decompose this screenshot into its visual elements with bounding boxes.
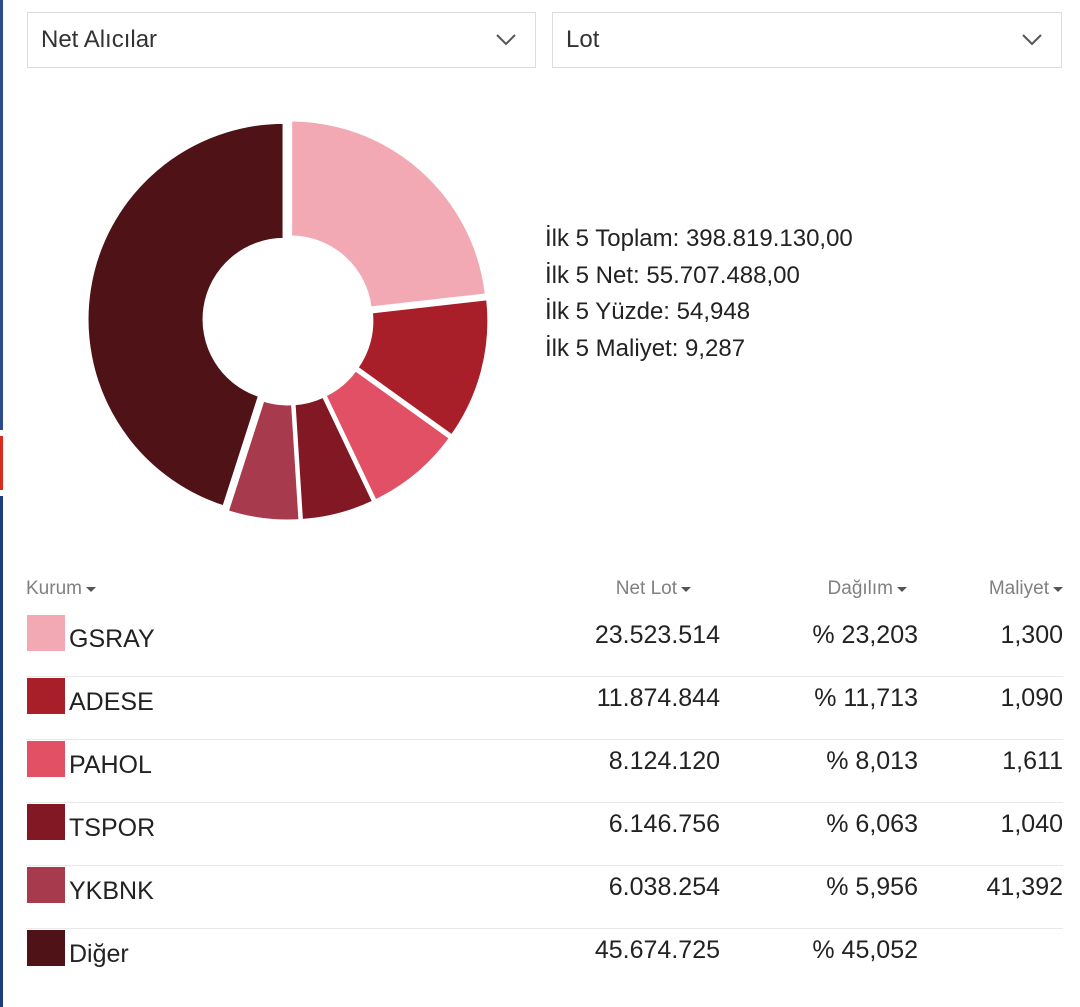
row-maliyet: 1,090 (1000, 684, 1063, 712)
column-header-label: Maliyet (988, 578, 1049, 599)
row-dagilim: % 45,052 (812, 936, 918, 964)
table-row: YKBNK 6.038.254 % 5,956 41,392 (26, 865, 1063, 929)
unit-select[interactable]: Lot (552, 12, 1062, 68)
donut-slice-tspor[interactable] (292, 394, 376, 522)
chevron-down-icon (1022, 34, 1042, 46)
donut-slice-ykbnk[interactable] (225, 398, 302, 523)
color-swatch (27, 678, 65, 714)
donut-slice-gsray[interactable] (289, 118, 488, 310)
summary-total: İlk 5 Toplam: 398.819.130,00 (545, 225, 853, 252)
row-dagilim: % 11,713 (814, 684, 918, 712)
row-maliyet: 1,040 (1000, 810, 1063, 838)
unit-select-value: Lot (566, 26, 600, 53)
sort-caret-icon (897, 586, 907, 592)
table-row: ADESE 11.874.844 % 11,713 1,090 (26, 676, 1063, 740)
row-dagilim: % 5,956 (826, 873, 918, 901)
chevron-down-icon (496, 34, 516, 46)
color-swatch (27, 804, 65, 840)
row-net-lot: 6.038.254 (608, 873, 720, 901)
summary-percent: İlk 5 Yüzde: 54,948 (545, 298, 751, 326)
column-header-dagilim[interactable]: Dağılım (828, 578, 907, 600)
row-name: TSPOR (69, 814, 156, 842)
table-row: PAHOL 8.124.120 % 8,013 1,611 (26, 739, 1063, 803)
row-name: Diğer (69, 940, 129, 968)
row-maliyet: 1,611 (1002, 747, 1063, 775)
color-swatch (27, 615, 65, 651)
table-row: TSPOR 6.146.756 % 6,063 1,040 (26, 802, 1063, 866)
row-name: PAHOL (69, 751, 152, 779)
donut-slice-diğer[interactable] (85, 120, 286, 509)
table-row: Diğer 45.674.725 % 45,052 (26, 928, 1063, 991)
page-edge-top (0, 0, 3, 430)
row-net-lot: 23.523.514 (594, 621, 720, 649)
summary-net: İlk 5 Net: 55.707.488,00 (545, 261, 800, 289)
sort-caret-icon (1053, 586, 1063, 592)
column-header-label: Net Lot (615, 578, 677, 599)
row-net-lot: 11.874.844 (596, 684, 720, 712)
donut-slice-pahol[interactable] (323, 368, 453, 503)
row-net-lot: 6.146.756 (608, 810, 720, 838)
row-name: ADESE (69, 688, 154, 716)
sort-caret-icon (85, 586, 96, 592)
summary-cost: İlk 5 Maliyet: 9,287 (545, 334, 746, 362)
row-net-lot: 45.674.725 (594, 936, 720, 964)
row-name: YKBNK (69, 877, 154, 905)
column-header-net-lot[interactable]: Net Lot (616, 578, 691, 600)
color-swatch (27, 930, 65, 966)
sort-caret-icon (681, 586, 691, 592)
color-swatch (27, 867, 65, 903)
row-net-lot: 8.124.120 (608, 747, 720, 775)
page-edge-bottom (0, 496, 3, 1007)
page-edge-accent (0, 436, 3, 490)
donut-chart (85, 118, 491, 523)
color-swatch (27, 741, 65, 777)
column-header-label: Dağılım (827, 578, 893, 599)
column-header-maliyet[interactable]: Maliyet (989, 578, 1063, 600)
summary-panel: İlk 5 Toplam: 398.819.130,00 İlk 5 Net: … (545, 221, 853, 367)
row-maliyet: 41,392 (986, 873, 1063, 901)
column-header-kurum[interactable]: Kurum (26, 578, 96, 600)
donut-slice-adese[interactable] (355, 297, 491, 438)
row-dagilim: % 8,013 (826, 747, 918, 775)
type-select[interactable]: Net Alıcılar (27, 12, 536, 68)
column-header-label: Kurum (26, 578, 82, 599)
table-row: GSRAY 23.523.514 % 23,203 1,300 (26, 613, 1063, 677)
row-dagilim: % 6,063 (826, 810, 918, 838)
row-maliyet: 1,300 (1000, 621, 1063, 649)
row-name: GSRAY (69, 625, 155, 653)
row-dagilim: % 23,203 (812, 621, 918, 649)
type-select-value: Net Alıcılar (41, 26, 158, 53)
